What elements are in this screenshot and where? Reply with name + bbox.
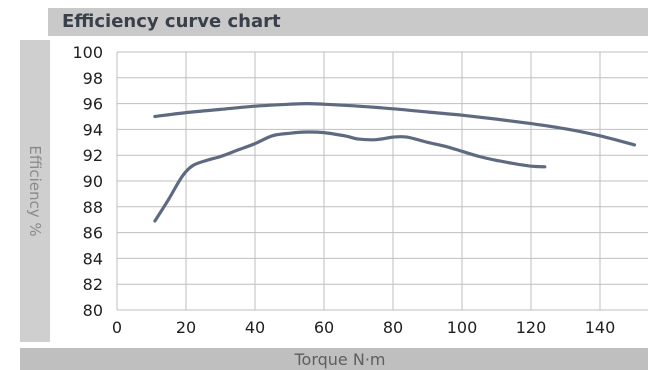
y-tick-label: 90 (83, 172, 103, 191)
x-tick-label: 0 (112, 318, 122, 337)
x-axis-label: Torque N·m (294, 350, 386, 369)
x-tick-label: 20 (176, 318, 196, 337)
y-tick-label: 98 (83, 69, 103, 88)
y-tick-label: 94 (83, 120, 103, 139)
y-tick-label: 92 (83, 146, 103, 165)
efficiency-line-chart: 80 82 84 86 88 90 92 94 96 98 100 0 20 40 60 80 100 120 14… (72, 43, 648, 337)
x-tick-label: 140 (585, 318, 616, 337)
grid-layer (116, 51, 648, 311)
x-tick-label: 40 (245, 318, 265, 337)
tick-layer: 80 82 84 86 88 90 92 94 96 98 100 0 20 40 60 80 100 120 14… (72, 43, 615, 337)
y-tick-label: 82 (83, 275, 103, 294)
chart-title: Efficiency curve chart (62, 11, 281, 32)
y-tick-label: 88 (83, 198, 103, 217)
y-tick-label: 84 (83, 249, 103, 268)
x-tick-label: 80 (383, 318, 403, 337)
y-tick-label: 100 (72, 43, 103, 62)
title-bar: Efficiency curve chart (48, 8, 648, 36)
y-axis-label-bar: Efficiency % (20, 40, 50, 342)
y-tick-label: 86 (83, 224, 103, 243)
series-layer (153, 102, 637, 223)
x-axis-label-bar: Torque N·m (20, 348, 648, 370)
series-line-1 (153, 102, 637, 147)
y-tick-label: 96 (83, 95, 103, 114)
series-line-2 (153, 130, 547, 223)
x-tick-label: 60 (314, 318, 334, 337)
x-tick-label: 120 (516, 318, 547, 337)
x-tick-label: 100 (447, 318, 478, 337)
y-tick-label: 80 (83, 301, 103, 320)
